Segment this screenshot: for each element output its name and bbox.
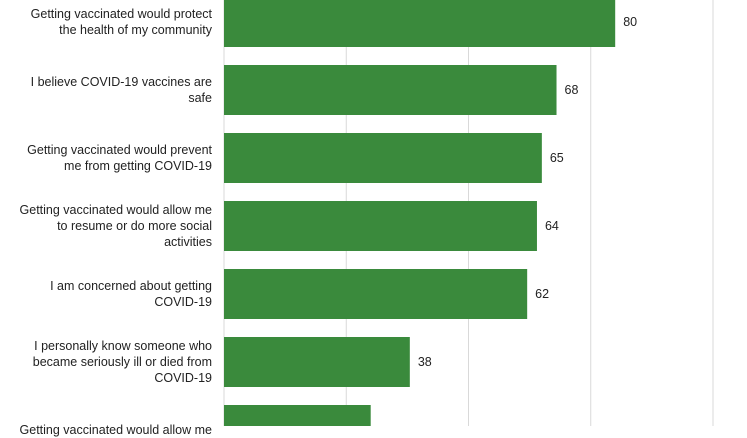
category-label: Getting vaccinated would allow me to res…: [19, 203, 212, 249]
data-label: 65: [549, 151, 564, 165]
bar: [224, 65, 557, 115]
category-label: Getting vaccinated would allow me: [19, 423, 212, 437]
category-label: Getting vaccinated would prevent me from…: [27, 143, 212, 173]
data-label: 64: [544, 219, 559, 233]
bar: [224, 337, 410, 387]
chart-area: Getting vaccinated would protect the hea…: [19, 0, 714, 438]
bar: [224, 133, 542, 183]
category-label: I believe COVID-19 vaccines are safe: [30, 75, 212, 105]
category-label: I am concerned about getting COVID-19: [50, 279, 212, 309]
bar: [224, 0, 616, 47]
bar: [224, 269, 528, 319]
category-label: Getting vaccinated would protect the hea…: [30, 7, 212, 37]
category-label: I personally know someone who became ser…: [32, 339, 212, 385]
data-label: 62: [535, 287, 550, 301]
data-label: 38: [417, 355, 432, 369]
bar: [224, 201, 537, 251]
data-label: 68: [564, 83, 579, 97]
bar-chart: [223, 0, 714, 438]
bar: [224, 405, 371, 438]
data-label: 80: [623, 15, 638, 29]
